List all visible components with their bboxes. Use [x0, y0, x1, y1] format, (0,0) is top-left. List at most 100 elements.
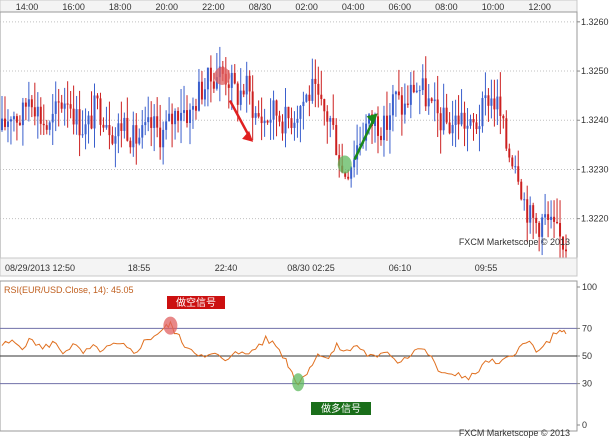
candle-body — [39, 106, 42, 124]
candle-body — [445, 107, 448, 123]
candle-body — [239, 90, 242, 105]
price-annotations — [214, 66, 378, 174]
rsi-line — [1, 320, 567, 386]
candle-body — [99, 98, 102, 125]
buy-signal-label: 做多信号 — [321, 402, 361, 415]
price-y-tick-label: 1.3240 — [581, 115, 609, 125]
rsi-levels — [0, 327, 577, 385]
bottom-axis-strip — [0, 257, 578, 277]
candle-body — [451, 124, 454, 134]
candle-body — [329, 118, 332, 122]
candle-body — [27, 99, 30, 107]
candle-body — [36, 106, 39, 117]
candle-body — [374, 116, 377, 126]
candle-body — [502, 115, 505, 119]
top-axis-tick-label: 08:00 — [435, 2, 458, 12]
candle-body — [66, 103, 69, 105]
candle-body — [93, 95, 96, 129]
candle-body — [302, 101, 305, 107]
candle-body — [535, 217, 538, 223]
candle-body — [347, 176, 350, 179]
candle-body — [191, 106, 194, 110]
top-axis-tick-label: 22:00 — [202, 2, 225, 12]
rsi-y-axis: 100 70 50 30 0 — [577, 282, 597, 430]
candle-body — [532, 205, 535, 218]
candle-body — [475, 122, 478, 130]
bottom-axis-tick-label: 18:55 — [128, 263, 151, 273]
candle-body — [433, 99, 436, 102]
price-watermark: FXCM Marketscope © 2013 — [459, 237, 570, 247]
candle-body — [45, 125, 48, 130]
candle-body — [385, 115, 388, 130]
candle-body — [117, 123, 120, 137]
candle-body — [296, 118, 299, 123]
candle-body — [377, 116, 379, 136]
candle-body — [257, 113, 260, 117]
candle-body — [21, 102, 24, 126]
rsi-watermark: FXCM Marketscope © 2013 — [459, 428, 570, 438]
candle-body — [236, 83, 239, 105]
candle-body — [84, 124, 87, 135]
candle-body — [69, 104, 72, 109]
candle-body — [287, 106, 290, 119]
candle-body — [42, 123, 45, 126]
sell-signal-marker — [214, 66, 231, 85]
rsi-series-line — [1, 320, 567, 386]
candle-body — [12, 116, 15, 120]
candle-body — [562, 236, 565, 250]
candle-body — [33, 107, 36, 117]
candle-body — [1, 118, 3, 131]
candle-body — [463, 112, 466, 129]
candle-body — [78, 109, 81, 136]
candle-body — [269, 119, 272, 123]
candle-body — [272, 100, 275, 120]
candle-body — [260, 116, 263, 124]
candle-body — [541, 217, 544, 237]
rsi-y-tick-label: 50 — [582, 351, 592, 361]
candle-body — [242, 90, 245, 95]
candle-body — [412, 84, 415, 93]
candle-body — [24, 102, 27, 107]
buy-arrow — [353, 114, 377, 161]
candle-body — [18, 122, 21, 126]
candle-body — [75, 109, 78, 125]
candle-body — [299, 106, 302, 119]
candle-body — [108, 125, 111, 136]
top-axis-tick-label: 12:00 — [528, 2, 551, 12]
candle-body — [174, 110, 177, 125]
candle-body — [314, 78, 317, 84]
candle-body — [353, 159, 356, 168]
candle-body — [478, 126, 481, 130]
candle-body — [487, 95, 490, 106]
price-y-tick-label: 1.3260 — [581, 17, 609, 27]
top-axis-tick-label: 02:00 — [295, 2, 318, 12]
candle-body — [523, 199, 526, 201]
rsi-y-tick-label: 30 — [582, 379, 592, 389]
candle-body — [114, 136, 117, 144]
candle-body — [54, 101, 57, 114]
candle-body — [290, 118, 293, 128]
candle-body — [15, 116, 18, 123]
candle-body — [120, 123, 123, 131]
candle-body — [550, 216, 553, 220]
candle-body — [105, 125, 108, 128]
top-axis-tick-label: 14:00 — [16, 2, 39, 12]
candle-body — [424, 78, 427, 107]
candle-body — [126, 117, 129, 141]
candle-body — [206, 67, 209, 90]
candle-body — [171, 113, 174, 125]
candle-body — [493, 98, 496, 110]
candle-body — [517, 166, 520, 182]
candle-body — [57, 101, 60, 103]
candle-body — [400, 95, 403, 115]
candle-body — [200, 81, 203, 100]
candle-body — [394, 91, 397, 95]
candle-body — [547, 214, 550, 220]
candle-body — [311, 78, 314, 101]
candle-body — [284, 106, 287, 134]
candle-body — [189, 109, 191, 124]
candle-body — [183, 110, 186, 113]
candle-body — [156, 116, 159, 128]
candle-body — [466, 125, 469, 129]
candle-body — [135, 125, 138, 144]
